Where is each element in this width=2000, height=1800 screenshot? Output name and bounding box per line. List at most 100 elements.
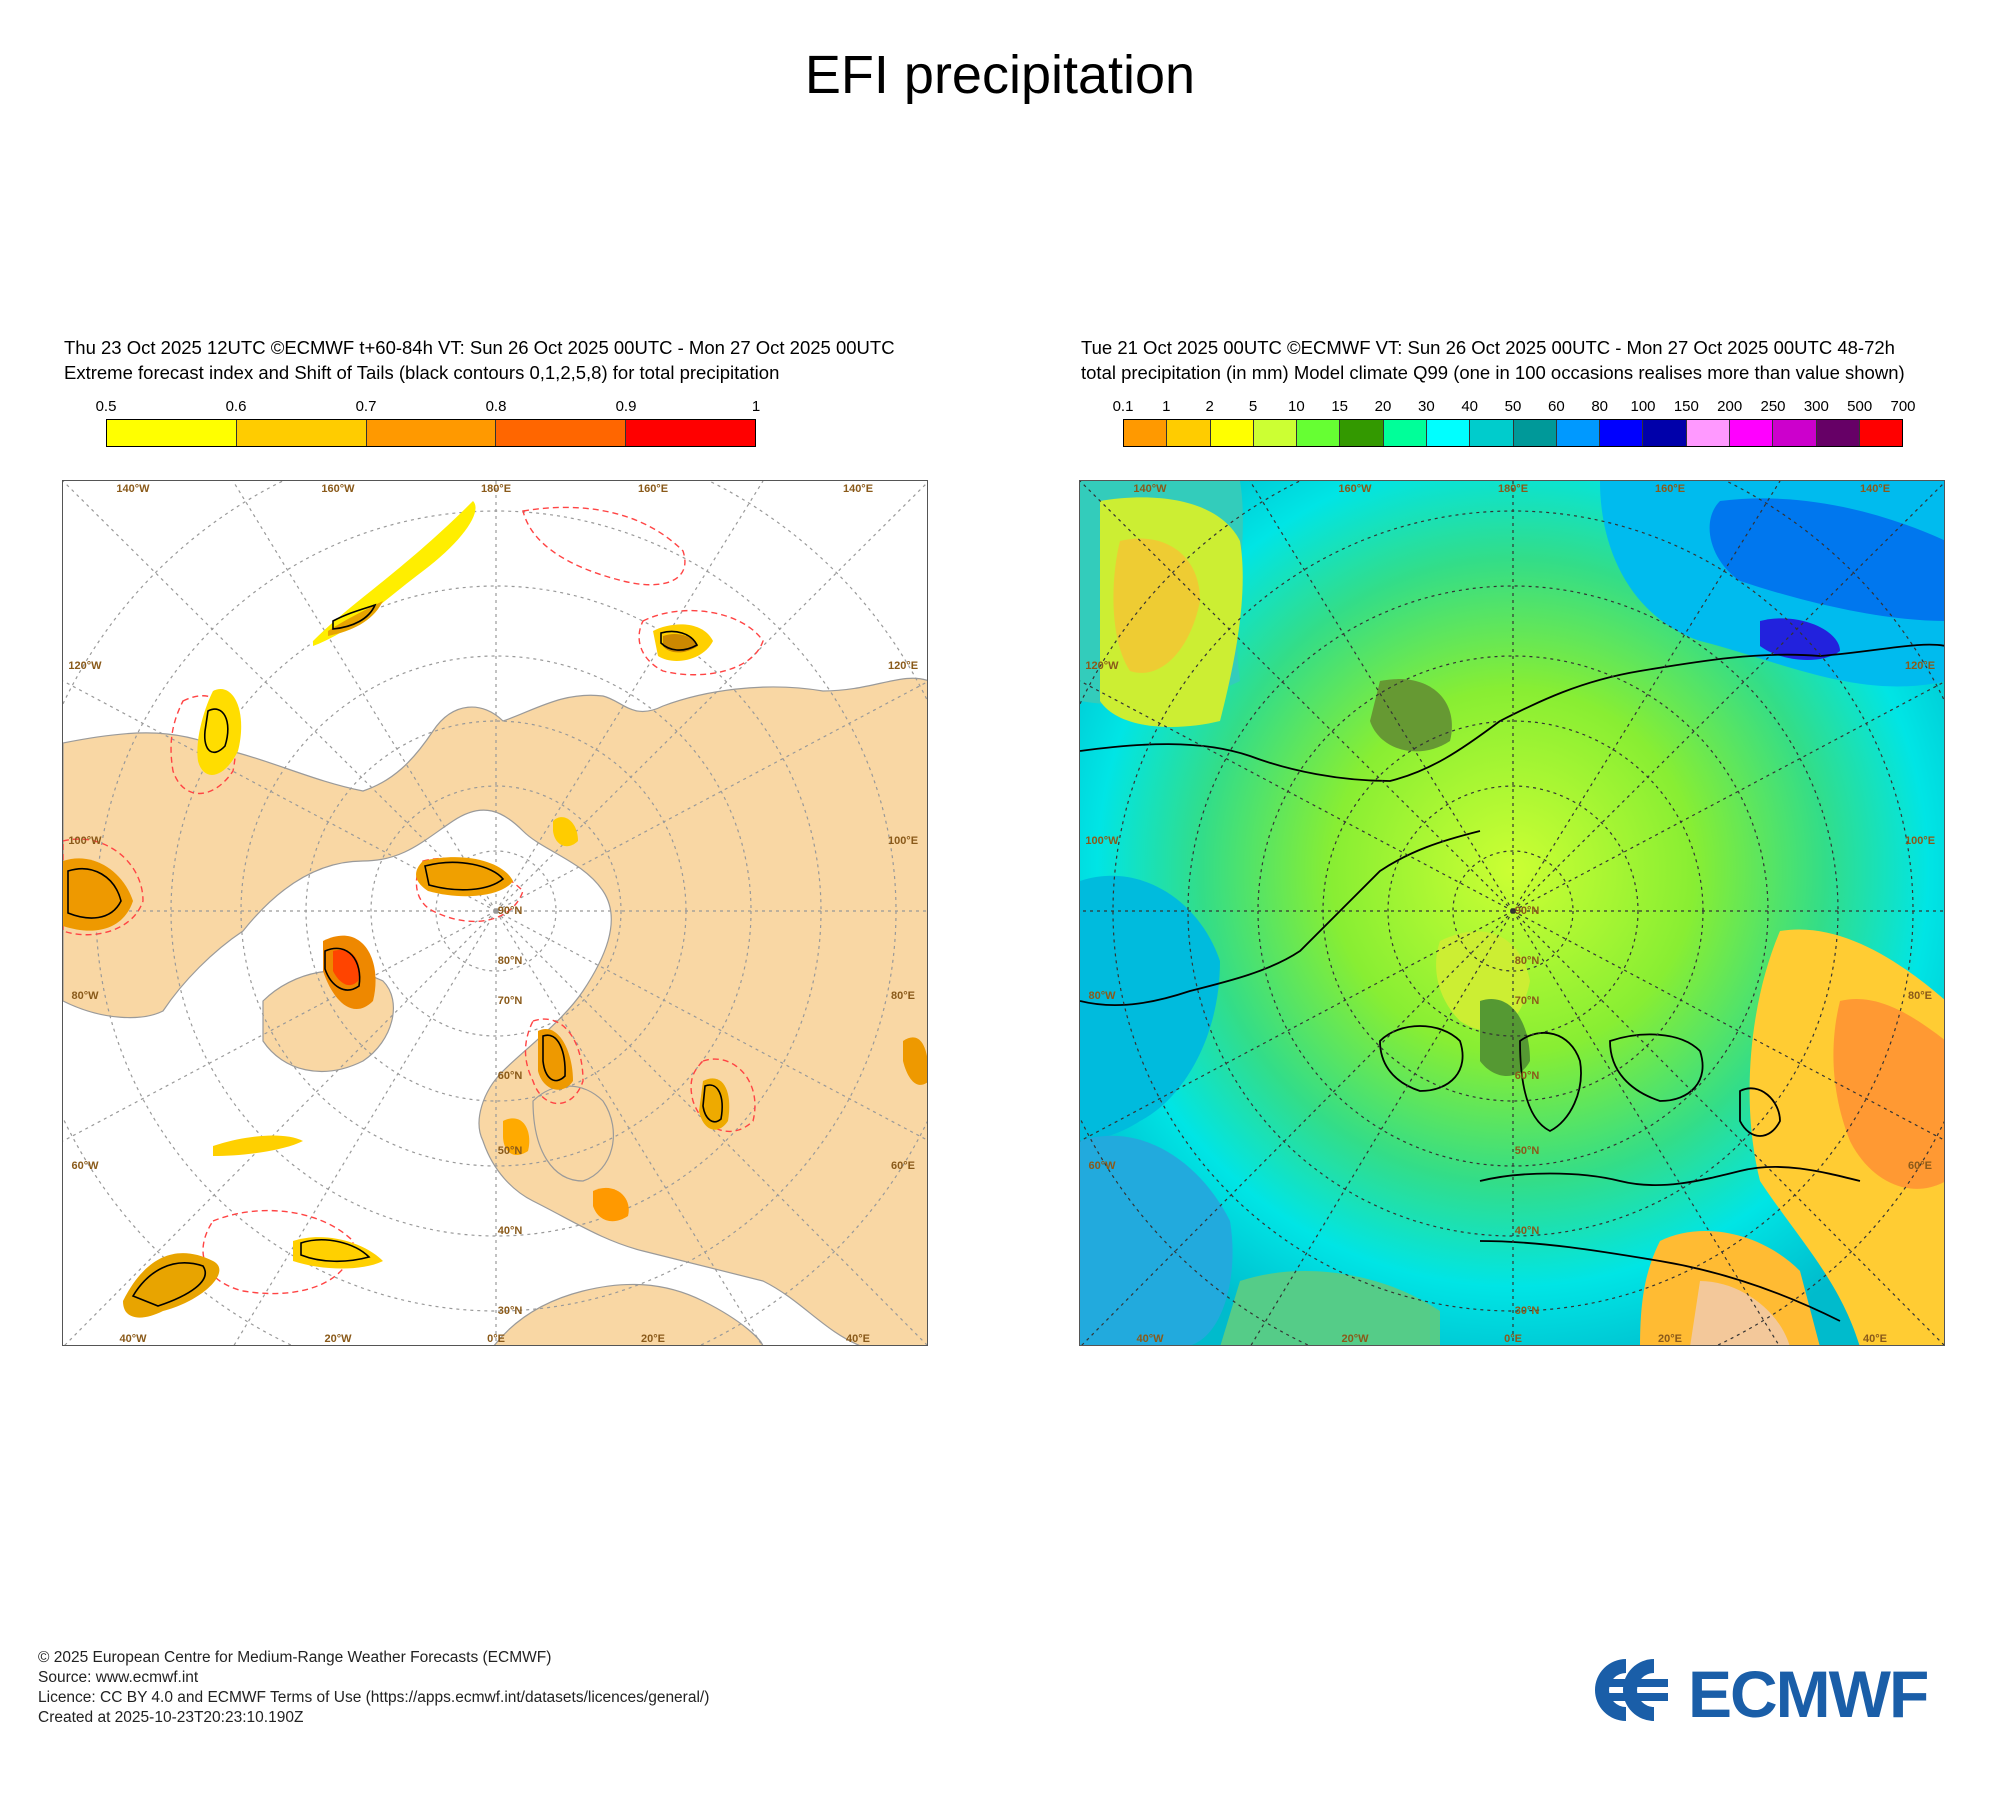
- lon-label: 160°E: [637, 483, 669, 495]
- colorbar-tick-label: 1: [1162, 398, 1171, 415]
- efi-map[interactable]: 140°W 160°W 180°E 160°E 140°E 40°W 20°W 0°E 20°E…: [62, 480, 928, 1346]
- colorbar-tick-label: 0.6: [225, 398, 247, 415]
- colorbar-swatch: [1859, 420, 1903, 446]
- colorbar-swatch: [366, 420, 497, 446]
- lon-label: 120°W: [68, 660, 102, 672]
- colorbar-tick-label: 700: [1890, 398, 1916, 415]
- colorbar-tick-label: 0.5: [95, 398, 117, 415]
- lon-label: 0°E: [1504, 1333, 1522, 1345]
- colorbar-tick-label: 10: [1287, 398, 1305, 415]
- lon-label: 100°E: [887, 835, 919, 847]
- lon-label: 160°W: [321, 483, 355, 495]
- lon-label: 140°W: [1133, 483, 1167, 495]
- lon-label: 40°E: [1863, 1333, 1887, 1345]
- lat-label: 30°N: [497, 1305, 523, 1317]
- graticule: [1080, 481, 1944, 1345]
- lon-label: 140°W: [116, 483, 150, 495]
- colorbar-swatch: [1773, 420, 1817, 446]
- lon-label: 180°E: [480, 483, 512, 495]
- lon-label: 160°W: [1338, 483, 1372, 495]
- lon-label: 20°E: [1658, 1333, 1682, 1345]
- lat-label: 50°N: [497, 1145, 523, 1157]
- efi-header-line2: Extreme forecast index and Shift of Tail…: [64, 362, 780, 383]
- colorbar-swatch: [1470, 420, 1514, 446]
- colorbar-tick-label: 80: [1591, 398, 1608, 415]
- colorbar-tick-label: 300: [1803, 398, 1829, 415]
- colorbar-swatch: [1124, 420, 1168, 446]
- q99-header-line1: Tue 21 Oct 2025 00UTC ©ECMWF VT: Sun 26 …: [1081, 337, 1895, 358]
- lat-label: 80°N: [1514, 955, 1540, 967]
- lon-label: 40°E: [846, 1333, 870, 1345]
- colorbar-swatch: [1556, 420, 1601, 446]
- lat-label: 30°N: [1514, 1305, 1540, 1317]
- colorbar-tick-label: 200: [1717, 398, 1743, 415]
- colorbar-swatch: [1340, 420, 1384, 446]
- efi-areas: [63, 501, 927, 1318]
- lat-label: 50°N: [1514, 1145, 1540, 1157]
- q99-map-canvas: [1080, 481, 1944, 1345]
- colorbar-swatch: [1729, 420, 1774, 446]
- lon-label: 160°E: [1654, 483, 1686, 495]
- lon-label: 180°E: [1497, 483, 1529, 495]
- colorbar-tick-label: 500: [1847, 398, 1873, 415]
- graticule: [63, 481, 927, 1345]
- efi-colorbar: [106, 419, 756, 447]
- colorbar-tick-label: 60: [1547, 398, 1565, 415]
- q99-map[interactable]: 140°W 160°W 180°E 160°E 140°E 40°W 20°W 0°E 20°E…: [1079, 480, 1945, 1346]
- colorbar-tick-label: 20: [1374, 398, 1392, 415]
- lon-label: 100°E: [1904, 835, 1936, 847]
- efi-header-line1: Thu 23 Oct 2025 12UTC ©ECMWF t+60-84h VT…: [64, 337, 895, 358]
- precip-fields: [1080, 481, 1944, 1345]
- lat-label: 60°N: [1514, 1070, 1540, 1082]
- lon-label: 0°E: [487, 1333, 505, 1345]
- colorbar-tick-label: 1: [751, 398, 761, 415]
- lon-label: 20°W: [324, 1333, 352, 1345]
- colorbar-swatch: [1253, 420, 1298, 446]
- q99-colorbar: [1123, 419, 1903, 447]
- lat-label: 40°N: [497, 1225, 523, 1237]
- ecmwf-logo-icon: ECMWF: [1594, 1657, 1929, 1731]
- efi-map-canvas: [63, 481, 927, 1345]
- lon-label: 20°E: [641, 1333, 665, 1345]
- colorbar-swatch: [1210, 420, 1254, 446]
- colorbar-tick-label: 0.8: [485, 398, 507, 415]
- lat-label: 60°N: [497, 1070, 523, 1082]
- colorbar-tick-label: 15: [1331, 398, 1348, 415]
- lon-label: 60°E: [1908, 1160, 1932, 1172]
- q99-colorbar-labels: 0.1 1 2 5 10 15 20 30 40 50 60 80 100 150 200 250 300 500…: [1113, 398, 1916, 418]
- q99-panel: Tue 21 Oct 2025 00UTC ©ECMWF VT: Sun 26 …: [1057, 335, 2000, 1355]
- colorbar-tick-label: 30: [1417, 398, 1435, 415]
- efi-panel: Thu 23 Oct 2025 12UTC ©ECMWF t+60-84h VT…: [40, 335, 1000, 1355]
- ecmwf-logo[interactable]: ECMWF: [1590, 1655, 1965, 1731]
- colorbar-swatch: [1383, 420, 1427, 446]
- lat-label: 70°N: [1514, 995, 1540, 1007]
- lon-label: 20°W: [1341, 1333, 1369, 1345]
- lon-label: 60°E: [891, 1160, 915, 1172]
- colorbar-tick-label: 40: [1461, 398, 1478, 415]
- colorbar-swatch: [1686, 420, 1730, 446]
- colorbar-swatch: [496, 420, 627, 446]
- lon-label: 140°E: [842, 483, 874, 495]
- colorbar-swatch: [626, 420, 755, 446]
- lon-label: 40°W: [1136, 1333, 1164, 1345]
- colorbar-swatch: [1297, 420, 1341, 446]
- colorbar-tick-label: 5: [1248, 398, 1258, 415]
- footer-licence: Licence: CC BY 4.0 and ECMWF Terms of Us…: [38, 1689, 710, 1706]
- colorbar-tick-label: 0.9: [615, 398, 637, 415]
- colorbar-tick-label: 0.7: [355, 398, 377, 415]
- efi-colorbar-labels: 0.5 0.6 0.7 0.8 0.9 1: [96, 398, 761, 418]
- svg-text:ECMWF: ECMWF: [1688, 1657, 1927, 1725]
- lon-label: 60°W: [71, 1160, 99, 1172]
- lon-label: 100°W: [68, 835, 102, 847]
- copyright-footer: © 2025 European Centre for Medium-Range …: [38, 1648, 709, 1728]
- q99-header-line2: total precipitation (in mm) Model climat…: [1081, 362, 1905, 383]
- colorbar-tick-label: 250: [1760, 398, 1786, 415]
- colorbar-tick-label: 150: [1673, 398, 1699, 415]
- lat-label: 80°N: [497, 955, 523, 967]
- colorbar-swatch: [1426, 420, 1471, 446]
- lon-label: 80°W: [71, 990, 99, 1002]
- footer-copyright: © 2025 European Centre for Medium-Range …: [38, 1649, 552, 1666]
- lat-label: 70°N: [497, 995, 523, 1007]
- sot-contours: [67, 603, 723, 1307]
- colorbar-swatch: [1513, 420, 1557, 446]
